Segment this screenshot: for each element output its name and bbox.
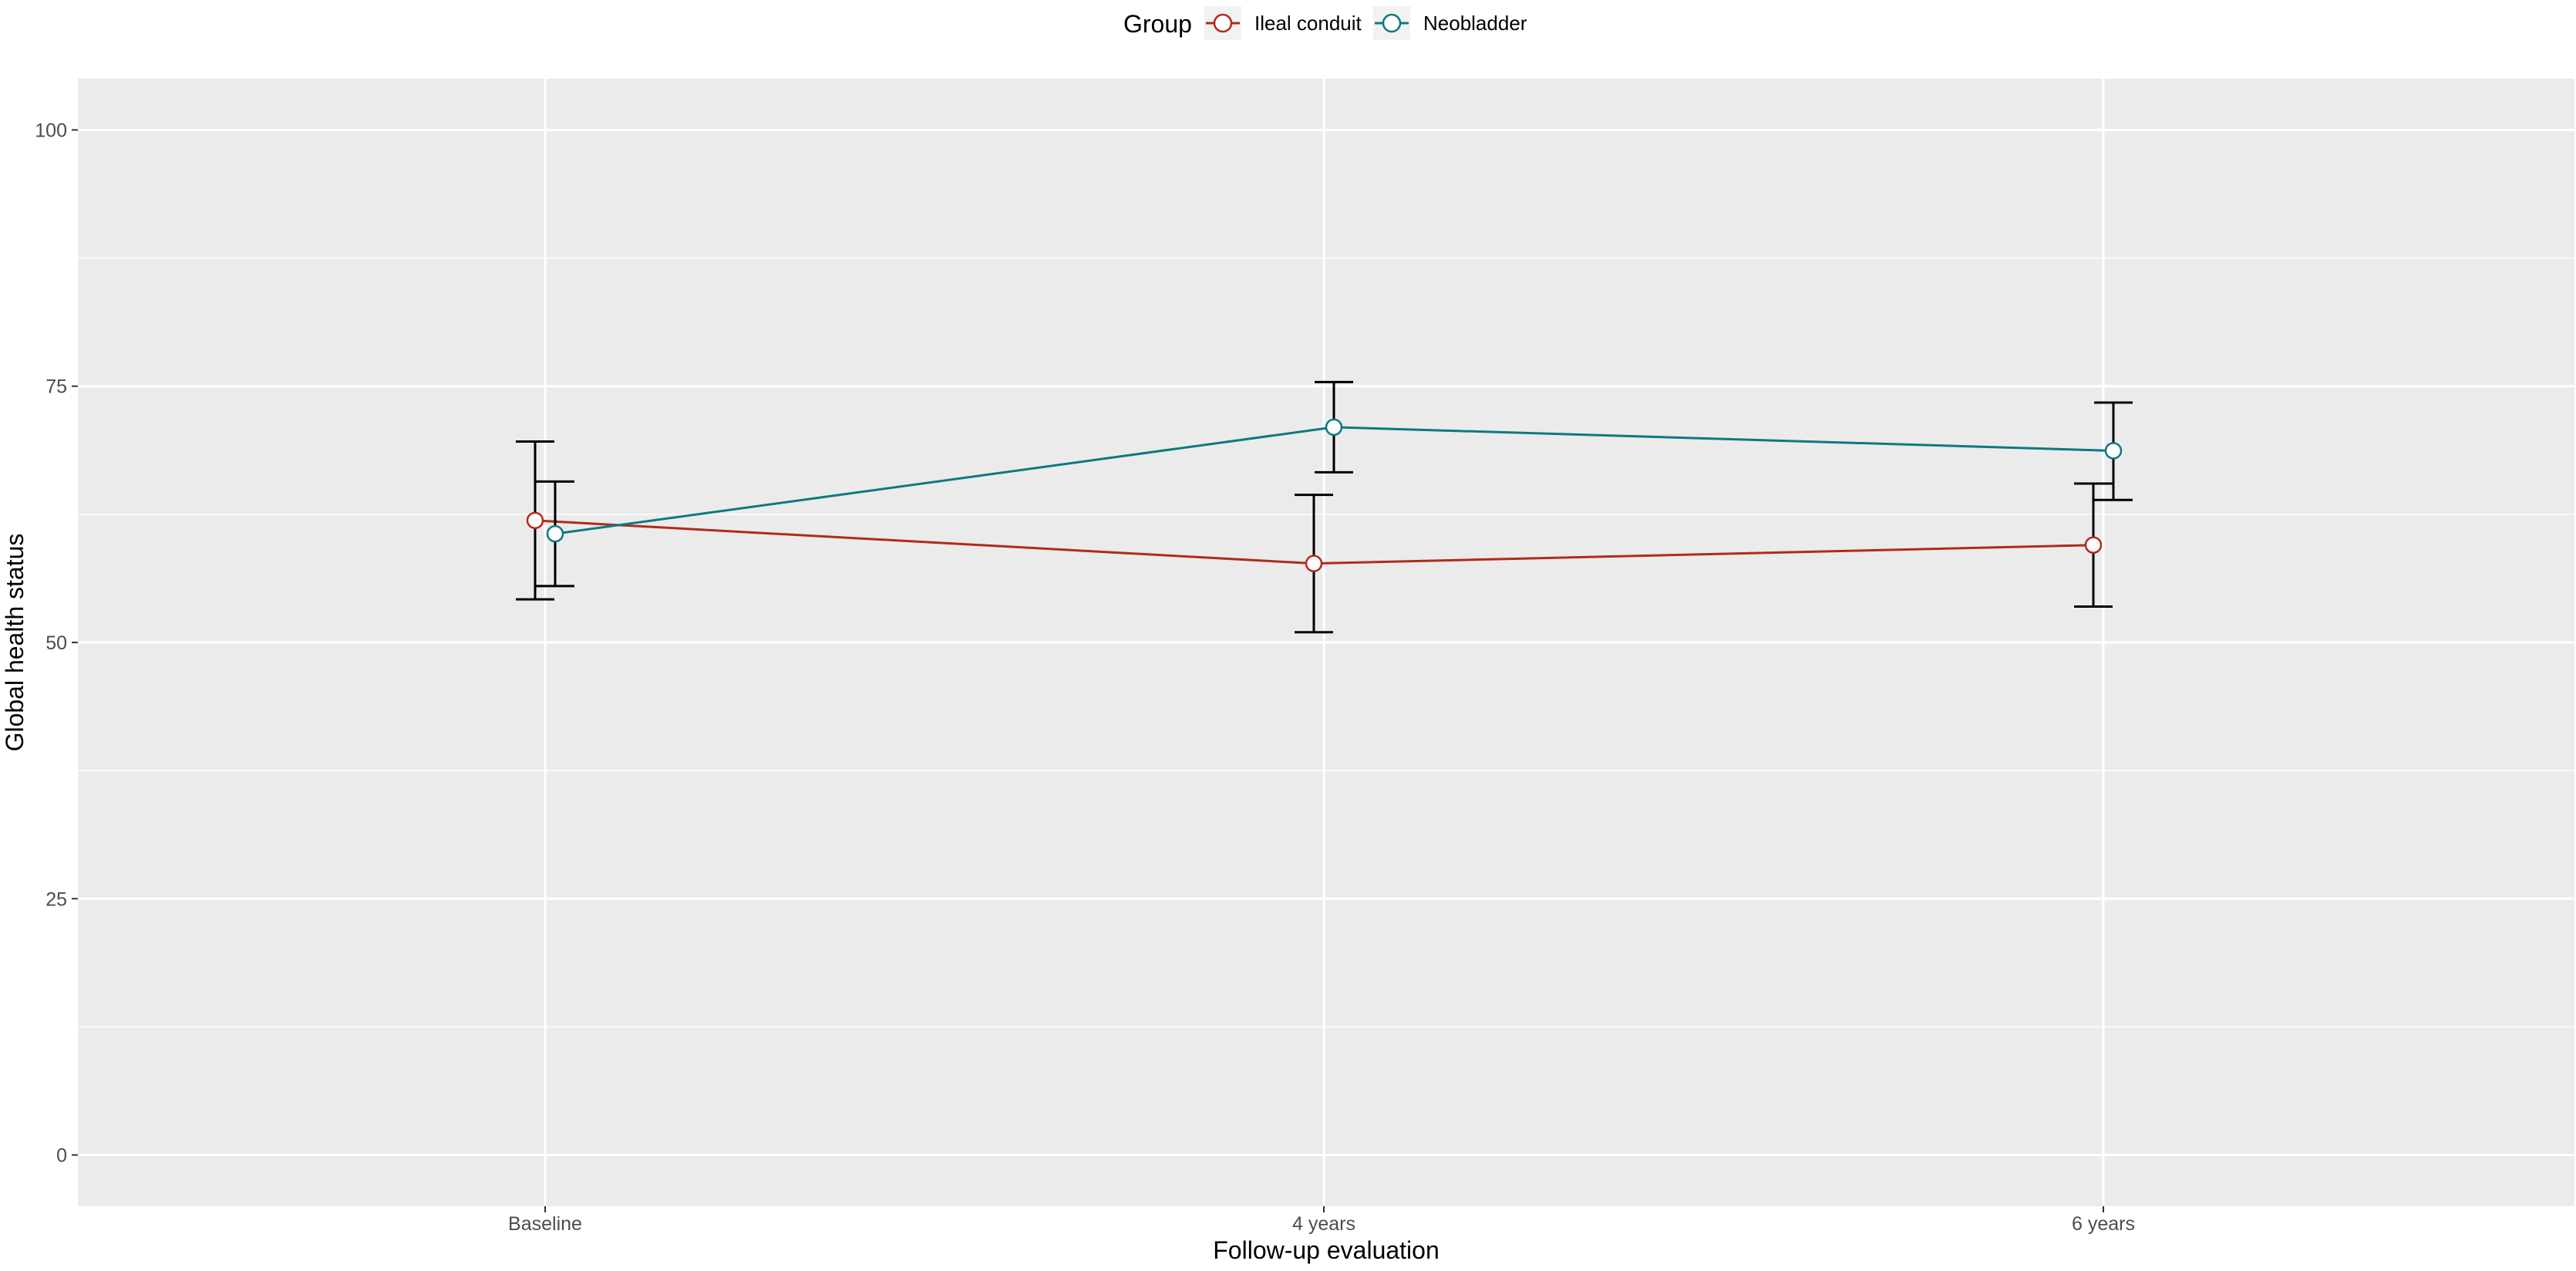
data-point: [526, 511, 544, 530]
data-point: [1325, 418, 1343, 437]
legend: Group Ileal conduit Neobladder: [1123, 6, 1527, 40]
data-point: [2104, 442, 2123, 460]
x-tick-label: 4 years: [1292, 1213, 1355, 1235]
legend-key-marker: [1213, 13, 1233, 33]
data-point: [2084, 536, 2103, 554]
y-tick-label: 25: [45, 888, 67, 910]
y-tick-label: 100: [35, 120, 67, 141]
legend-key-marker: [1382, 13, 1402, 33]
grid-major: [78, 79, 2574, 1206]
data-point: [1305, 555, 1323, 572]
y-tick-label: 50: [45, 632, 67, 654]
y-axis-title: Global health status: [1, 534, 29, 752]
data-point: [546, 524, 564, 543]
x-tick-label: Baseline: [508, 1213, 582, 1235]
x-axis-title: Follow-up evaluation: [1213, 1236, 1440, 1264]
y-axis: 0 25 50 75 100: [35, 120, 78, 1167]
legend-title: Group: [1123, 10, 1192, 38]
legend-label: Neobladder: [1423, 12, 1527, 35]
series-layer: [516, 380, 2133, 634]
grid-minor: [78, 257, 2574, 1028]
y-tick-label: 75: [45, 376, 67, 398]
y-tick-label: 0: [56, 1145, 67, 1167]
x-axis: Baseline 4 years 6 years: [508, 1206, 2135, 1235]
legend-label: Ileal conduit: [1254, 12, 1362, 35]
x-tick-label: 6 years: [2072, 1213, 2135, 1235]
